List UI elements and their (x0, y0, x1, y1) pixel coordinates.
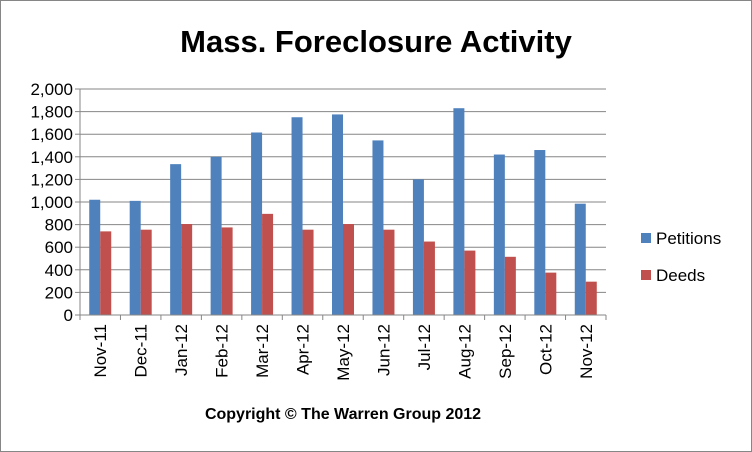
bar-petitions (453, 108, 465, 316)
y-tick-label: 1,800 (30, 103, 73, 122)
y-tick-label: 1,400 (30, 148, 73, 167)
bar-petitions (412, 179, 424, 315)
axes (79, 89, 607, 320)
x-tick-label: Nov-11 (91, 324, 110, 378)
legend: Petitions Deeds (641, 229, 721, 285)
bar-petitions (534, 150, 546, 315)
bar-deeds (140, 229, 152, 315)
legend-swatch-deeds (641, 270, 651, 280)
x-tick-label: Nov-12 (577, 324, 596, 379)
y-tick-label: 0 (64, 306, 73, 325)
bar-deeds (464, 250, 476, 315)
bar-petitions (372, 140, 384, 315)
legend-label-deeds: Deeds (656, 266, 705, 285)
bar-deeds (181, 224, 193, 315)
x-axis-ticks: Nov-11 Dec-11 Jan-12 Feb-12 Mar-12 Apr-12 May-… (91, 324, 596, 381)
bar-petitions (170, 164, 182, 315)
x-tick-label: Oct-12 (536, 324, 555, 375)
bar-deeds (302, 229, 314, 315)
x-tick-label: Apr-12 (294, 324, 313, 375)
legend-swatch-petitions (641, 233, 651, 243)
bar-petitions (493, 154, 505, 315)
bar-petitions (251, 132, 263, 315)
bar-petitions (210, 156, 222, 315)
x-tick-label: May-12 (334, 324, 353, 381)
y-tick-label: 200 (45, 283, 73, 302)
bar-deeds (504, 256, 516, 315)
y-tick-label: 600 (45, 238, 73, 257)
y-tick-label: 1,600 (30, 125, 73, 144)
chart-title: Mass. Foreclosure Activity (180, 24, 572, 59)
x-tick-label: Jan-12 (172, 324, 191, 376)
bar-deeds (262, 213, 274, 315)
bar-deeds (383, 229, 395, 315)
y-tick-label: 800 (45, 216, 73, 235)
legend-label-petitions: Petitions (656, 229, 721, 248)
bar-deeds (585, 281, 597, 315)
x-tick-label: Sep-12 (496, 324, 515, 379)
bar-petitions (291, 117, 303, 315)
bar-deeds (545, 272, 557, 315)
bar-petitions (332, 114, 343, 315)
bar-deeds (100, 231, 112, 315)
y-tick-label: 2,000 (30, 80, 73, 99)
x-tick-label: Jun-12 (374, 324, 393, 376)
bar-petitions (129, 200, 141, 315)
bar-petitions (89, 199, 101, 315)
bar-deeds (423, 241, 435, 315)
x-tick-label: Mar-12 (253, 324, 272, 378)
y-tick-label: 1,000 (30, 193, 73, 212)
bar-deeds (343, 224, 354, 315)
y-tick-label: 400 (45, 261, 73, 280)
copyright-footnote: Copyright © The Warren Group 2012 (205, 406, 481, 423)
x-tick-label: Feb-12 (213, 324, 232, 378)
x-tick-label: Aug-12 (455, 324, 474, 379)
bar-deeds (221, 227, 233, 315)
x-tick-label: Jul-12 (415, 324, 434, 370)
bars (89, 108, 597, 316)
y-axis-ticks: 0 200 400 600 800 1,000 1,200 1,400 1,600 1,800 2,… (30, 80, 73, 325)
y-tick-label: 1,200 (30, 170, 73, 189)
x-tick-label: Dec-11 (132, 324, 151, 378)
bar-petitions (574, 203, 586, 315)
